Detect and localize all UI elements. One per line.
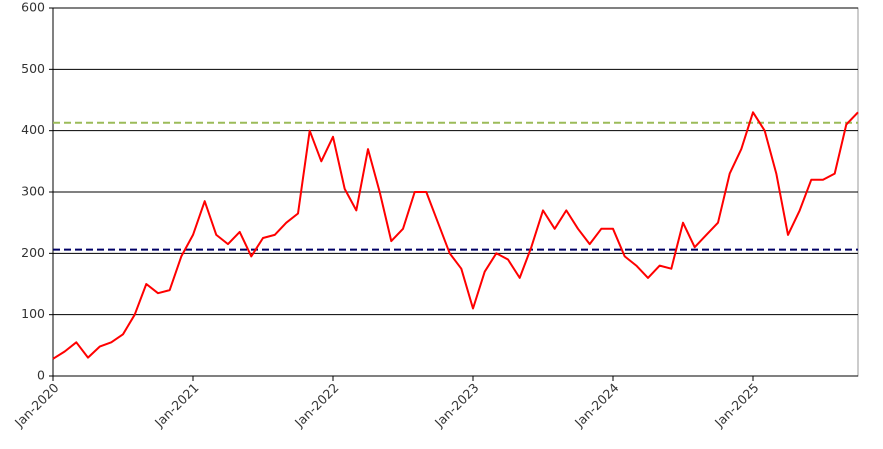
y-tick-label: 200 xyxy=(21,245,45,260)
y-tick-label: 300 xyxy=(21,184,45,199)
y-tick-label: 100 xyxy=(21,306,45,321)
x-tick-label: Jan-2022 xyxy=(291,380,342,431)
x-tick-label: Jan-2024 xyxy=(571,380,622,431)
y-tick-label: 400 xyxy=(21,122,45,137)
y-tick-label: 500 xyxy=(21,61,45,76)
series-line xyxy=(52,111,859,360)
x-tick-label: Jan-2025 xyxy=(711,380,762,431)
x-tick-label: Jan-2021 xyxy=(151,380,202,431)
x-tick-label: Jan-2020 xyxy=(11,380,62,431)
y-tick-label: 600 xyxy=(21,0,45,15)
y-tick-label: 0 xyxy=(37,368,45,383)
x-tick-label: Jan-2023 xyxy=(431,380,482,431)
